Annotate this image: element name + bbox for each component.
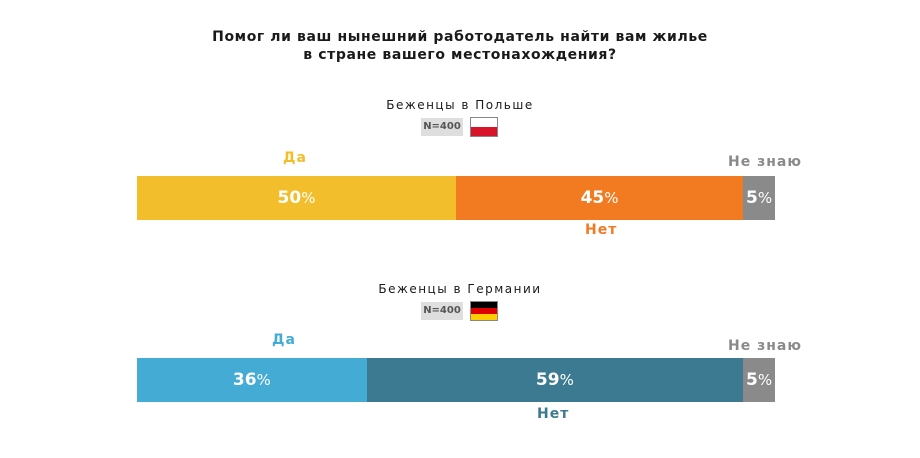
- sample-size-badge: N=400: [421, 302, 463, 320]
- chart-title-line-2: в стране вашего местонахождения?: [303, 47, 617, 63]
- category-label-yes: Да: [283, 150, 307, 166]
- chart-title-line-1: Помог ли ваш нынешний работодатель найти…: [212, 29, 708, 45]
- stacked-bar: 36% 59% 5%: [137, 358, 775, 402]
- data-label-yes: 36%: [232, 370, 271, 390]
- bar-segment-yes: 50%: [137, 176, 456, 220]
- chart-group-germany: Беженцы в Германии N=400 Да Не знаю 36% …: [0, 282, 920, 442]
- bar-segment-no: 59%: [366, 358, 744, 402]
- bar-segment-dont-know: 5%: [743, 358, 775, 402]
- bar-segment-dont-know: 5%: [743, 176, 775, 220]
- chart-group-poland: Беженцы в Польше N=400 Да Не знаю 50% 45…: [0, 98, 920, 258]
- data-label-no: 45%: [580, 188, 619, 208]
- category-label-no: Нет: [537, 406, 570, 422]
- data-label-dont-know: 5%: [745, 188, 773, 208]
- sample-size-badge: N=400: [421, 118, 463, 136]
- stacked-bar: 50% 45% 5%: [137, 176, 775, 220]
- germany-flag-icon: [470, 301, 498, 321]
- group-title: Беженцы в Польше: [386, 98, 534, 112]
- category-label-yes: Да: [272, 332, 296, 348]
- bar-segment-yes: 36%: [137, 358, 367, 402]
- bar-segment-no: 45%: [456, 176, 744, 220]
- category-label-no: Нет: [585, 222, 618, 238]
- category-label-dont-know: Не знаю: [728, 338, 802, 354]
- group-title: Беженцы в Германии: [378, 282, 542, 296]
- category-label-dont-know: Не знаю: [728, 154, 802, 170]
- poland-flag-icon: [470, 117, 498, 137]
- data-label-yes: 50%: [277, 188, 316, 208]
- data-label-no: 59%: [535, 370, 574, 390]
- chart-title: Помог ли ваш нынешний работодатель найти…: [0, 28, 920, 64]
- data-label-dont-know: 5%: [745, 370, 773, 390]
